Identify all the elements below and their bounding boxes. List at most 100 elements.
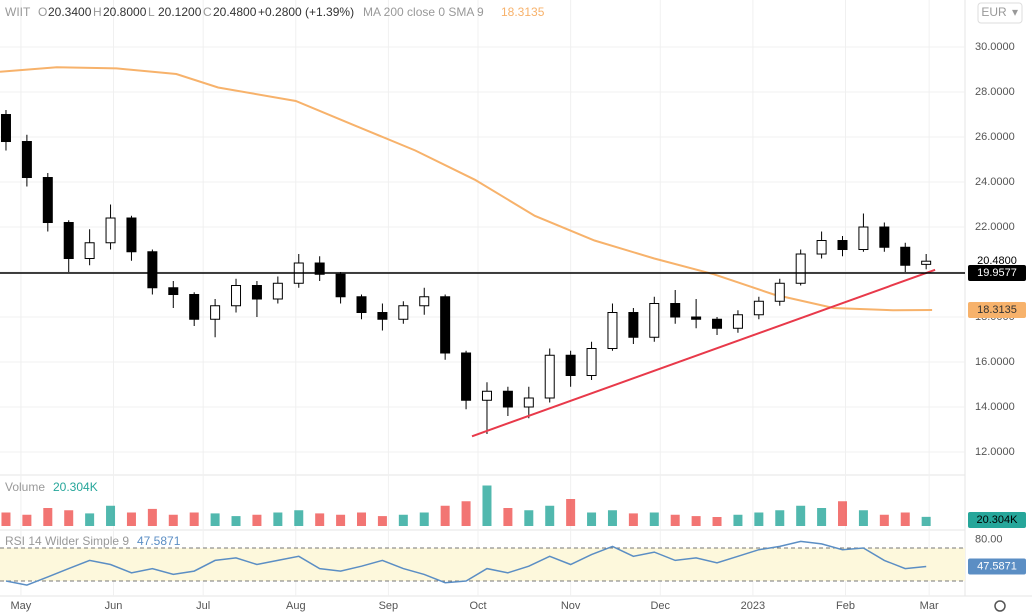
volume-bar [147,508,157,526]
volume-bar [900,512,910,526]
candle-body [272,282,283,300]
candle-body [210,305,221,320]
header-low: 20.1200 [158,5,202,19]
candle-body [712,318,723,329]
rsi-last-bg [968,558,1026,575]
currency: EUR [981,5,1007,19]
volume-bar [377,516,387,526]
volume-bar [796,505,806,526]
currency-caret: ▾ [1012,5,1018,19]
volume-legend-value: 20.304K [53,480,98,494]
volume-bar [921,516,931,526]
candle-body [105,217,116,244]
volume-last-bg [968,512,1026,528]
candle-body [335,273,346,298]
volume-bar [189,512,199,526]
volume-bar [461,501,471,526]
x-tick-label: 2023 [741,600,765,612]
volume-bar [712,517,722,526]
last-price-label: 20.4800 [977,255,1017,267]
header-close-key: C [203,5,212,19]
ma-label-bg [968,301,1026,318]
candle-body [398,305,409,320]
volume-bar [838,501,848,526]
volume-bar [691,516,701,526]
volume-bar [419,512,429,526]
candle-body [21,141,32,179]
volume-bar [398,514,408,526]
hline-label-bg [968,264,1026,281]
y-tick-label: 12.0000 [975,446,1015,458]
volume-bar [294,510,304,526]
volume-bar [670,514,680,526]
candle-body [126,217,137,253]
candle-body [586,348,597,377]
candle-body [84,242,95,260]
volume-bar [43,508,53,526]
volume-bar [649,512,659,526]
header-high-key: H [93,5,102,19]
candle-body [377,312,388,320]
candle-body [774,282,785,302]
candle-body [314,262,325,275]
volume-bar [357,512,367,526]
candle-body [168,287,179,296]
candle-body [900,246,911,266]
candle-body [753,300,764,316]
header-change: +0.2800 (+1.39%) [258,5,354,19]
trend-line [471,268,936,438]
candle-body [879,226,890,248]
hline-label: 19.9577 [977,267,1017,279]
x-tick-label: Mar [920,600,939,612]
candle-body [544,354,555,399]
x-tick-label: Sep [379,600,399,612]
x-tick-label: Jul [196,600,210,612]
volume-bar [503,508,513,526]
ma-label: 18.3135 [977,304,1017,316]
volume-bar [1,512,11,526]
candle-body [795,253,806,284]
volume-legend: Volume [5,480,45,494]
volume-bar [273,512,283,526]
candle-body [419,296,430,307]
candle-body [921,260,932,265]
rsi-last-label: 47.5871 [977,560,1017,572]
candle-body [481,390,492,401]
candle-body [461,352,472,401]
candle-body [440,296,451,354]
candle-body [628,312,639,338]
volume-bar [754,512,764,526]
y-tick-label: 22.0000 [975,221,1015,233]
settings-icon[interactable] [994,600,1006,612]
volume-bar [545,505,555,526]
volume-bar [733,514,743,526]
candle-body [858,226,869,251]
volume-bar [64,510,74,526]
y-tick-label: 30.0000 [975,41,1015,53]
volume-bar [817,508,827,526]
volume-bar [315,513,325,526]
candle-body [523,397,534,408]
candle-body [816,240,827,255]
x-tick-label: Dec [650,600,670,612]
volume-last-label: 20.304K [977,514,1019,526]
volume-bar [775,510,785,526]
candle-body [356,296,367,314]
volume-bar [210,513,220,526]
rsi-tick-label: 80.00 [975,534,1003,546]
x-tick-label: Jun [105,600,123,612]
volume-bar [879,514,889,526]
x-tick-label: Feb [836,600,855,612]
volume-bar [85,513,95,526]
candle-body [251,285,262,300]
candle-body [147,251,158,289]
volume-bar [22,514,32,526]
rsi-line [5,540,927,586]
currency-button[interactable] [977,2,1023,24]
ma-legend-value: 18.3135 [501,5,545,19]
header-high: 20.8000 [103,5,147,19]
candle-body [607,312,618,350]
volume-bar [126,512,136,526]
candle-body [63,222,74,260]
volume-bar [628,513,638,526]
